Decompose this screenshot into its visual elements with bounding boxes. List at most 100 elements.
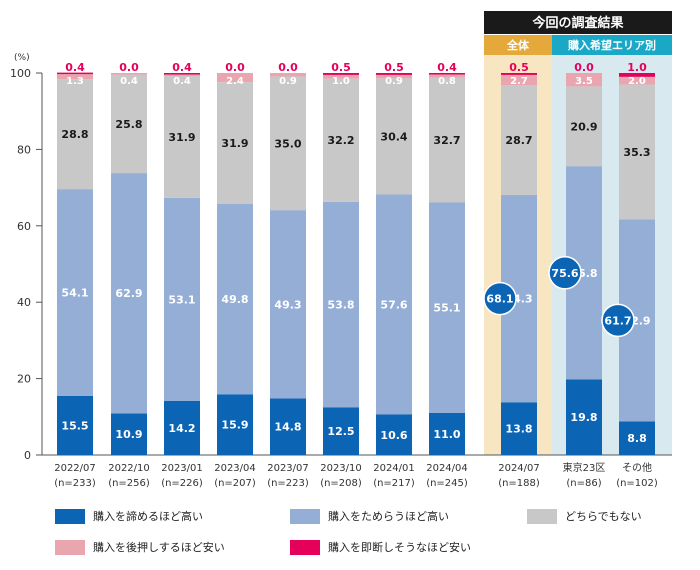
y-axis-unit: (%) xyxy=(14,53,30,63)
x-tick-sample-size: (n=223) xyxy=(267,478,309,489)
bar-segment-s4-c5 xyxy=(323,73,359,75)
data-label-s4: 0.0 xyxy=(225,61,245,74)
data-label-s1: 53.1 xyxy=(168,293,195,306)
bar-segment-s2-c9 xyxy=(566,86,602,167)
bar-segment-s3-c8 xyxy=(501,74,537,86)
bar-segment-s3-c2 xyxy=(164,74,200,77)
data-label-s1: 62.9 xyxy=(115,287,142,300)
data-label-s0: 8.8 xyxy=(627,432,647,445)
bar-segment-s3-c10 xyxy=(619,76,655,85)
y-tick-label: 40 xyxy=(17,296,31,309)
bar-segment-s3-c4 xyxy=(270,73,306,77)
bar-segment-s3-c3 xyxy=(217,73,253,83)
x-tick-label: 2022/10 xyxy=(108,463,150,474)
combined-high-circle xyxy=(483,281,517,316)
data-label-s0: 15.9 xyxy=(221,419,248,432)
bar-segment-s2-c6 xyxy=(376,78,412,195)
bar-segment-s3-c1 xyxy=(111,73,147,75)
combined-high-label: 61.7 xyxy=(604,314,631,327)
x-tick-sample-size: (n=208) xyxy=(320,478,362,489)
data-label-s4: 0.4 xyxy=(172,61,192,74)
data-label-s0: 10.6 xyxy=(380,429,407,442)
x-tick-label: 2023/04 xyxy=(214,463,256,474)
bar-segment-s4-c7 xyxy=(429,73,465,75)
data-label-s4: 0.5 xyxy=(509,61,529,74)
data-label-s3: 3.5 xyxy=(575,76,593,87)
data-label-s4: 0.5 xyxy=(331,61,351,74)
bar-segment-s2-c5 xyxy=(323,78,359,202)
data-label-s2: 30.4 xyxy=(380,130,407,143)
bar-segment-s2-c2 xyxy=(164,76,200,198)
bar-segment-s0-c7 xyxy=(429,412,465,455)
bar-segment-s4-c8 xyxy=(501,73,537,75)
data-label-s3: 0.4 xyxy=(173,76,191,87)
data-label-s3: 0.8 xyxy=(438,76,456,87)
bar-segment-s2-c8 xyxy=(501,85,537,195)
bar-segment-s1-c6 xyxy=(376,194,412,415)
bar-segment-s3-c7 xyxy=(429,74,465,78)
data-label-s3: 2.4 xyxy=(226,76,244,87)
bar-segment-s2-c10 xyxy=(619,84,655,220)
x-tick-label: 東京23区 xyxy=(563,461,606,474)
header-box xyxy=(484,11,672,34)
data-label-s1: 57.6 xyxy=(380,298,407,311)
data-label-s2: 35.3 xyxy=(623,146,650,159)
y-tick-label: 0 xyxy=(24,449,31,462)
area-header-label: 購入希望エリア別 xyxy=(567,38,656,52)
data-label-s0: 14.2 xyxy=(168,422,195,435)
x-tick-sample-size: (n=217) xyxy=(373,478,415,489)
bar-segment-s4-c2 xyxy=(164,73,200,75)
bar-segment-s3-c9 xyxy=(566,73,602,87)
data-label-s4: 0.0 xyxy=(574,61,594,74)
data-label-s1: 53.8 xyxy=(327,298,354,311)
bar-segment-s2-c1 xyxy=(111,74,147,174)
bar-segment-s0-c1 xyxy=(111,413,147,455)
data-label-s2: 32.2 xyxy=(327,134,354,147)
data-label-s2: 32.7 xyxy=(433,134,460,147)
data-label-s3: 2.7 xyxy=(510,76,528,87)
bar-segment-s2-c4 xyxy=(270,76,306,211)
bar-segment-s2-c3 xyxy=(217,82,253,205)
x-tick-sample-size: (n=226) xyxy=(161,478,203,489)
x-tick-sample-size: (n=102) xyxy=(616,478,658,489)
x-tick-label: 2022/07 xyxy=(54,463,96,474)
data-label-s2: 31.9 xyxy=(168,131,195,144)
bar-segment-s0-c8 xyxy=(501,402,537,455)
data-label-s4: 1.0 xyxy=(627,61,647,74)
data-label-s0: 15.5 xyxy=(61,419,88,432)
bar-segment-s0-c10 xyxy=(619,421,655,455)
bar-segment-s0-c3 xyxy=(217,394,253,455)
bar-segment-s2-c0 xyxy=(57,79,93,190)
x-tick-sample-size: (n=256) xyxy=(108,478,150,489)
x-tick-label: 2024/04 xyxy=(426,463,468,474)
x-tick-label: 2024/07 xyxy=(498,463,540,474)
data-label-s1: 49.8 xyxy=(221,293,248,306)
x-tick-sample-size: (n=245) xyxy=(426,478,468,489)
data-label-s2: 35.0 xyxy=(274,137,301,150)
header-title: 今回の調査結果 xyxy=(531,15,623,31)
bar-segment-s3-c5 xyxy=(323,74,359,79)
data-label-s4: 0.5 xyxy=(384,61,404,74)
bar-segment-s4-c10 xyxy=(619,73,655,77)
x-tick-sample-size: (n=86) xyxy=(566,478,601,489)
data-label-s0: 19.8 xyxy=(570,411,597,424)
x-tick-sample-size: (n=207) xyxy=(214,478,256,489)
data-label-s3: 2.0 xyxy=(628,76,646,87)
data-label-s4: 0.4 xyxy=(65,61,85,74)
y-tick-label: 80 xyxy=(17,143,31,156)
bar-segment-s1-c2 xyxy=(164,197,200,401)
bar-segment-s1-c4 xyxy=(270,210,306,399)
bar-segment-s3-c0 xyxy=(57,74,93,80)
data-label-s0: 12.5 xyxy=(327,425,354,438)
data-label-s2: 31.9 xyxy=(221,137,248,150)
combined-high-circle xyxy=(548,256,582,290)
bar-segment-s4-c6 xyxy=(376,73,412,75)
data-label-s0: 10.9 xyxy=(115,428,142,441)
bar-segment-s0-c5 xyxy=(323,407,359,455)
data-label-s0: 13.8 xyxy=(505,423,532,436)
data-label-s2: 28.8 xyxy=(61,128,88,141)
x-tick-label: 2024/01 xyxy=(373,463,415,474)
bar-segment-s1-c5 xyxy=(323,201,359,408)
x-tick-sample-size: (n=188) xyxy=(498,478,540,489)
